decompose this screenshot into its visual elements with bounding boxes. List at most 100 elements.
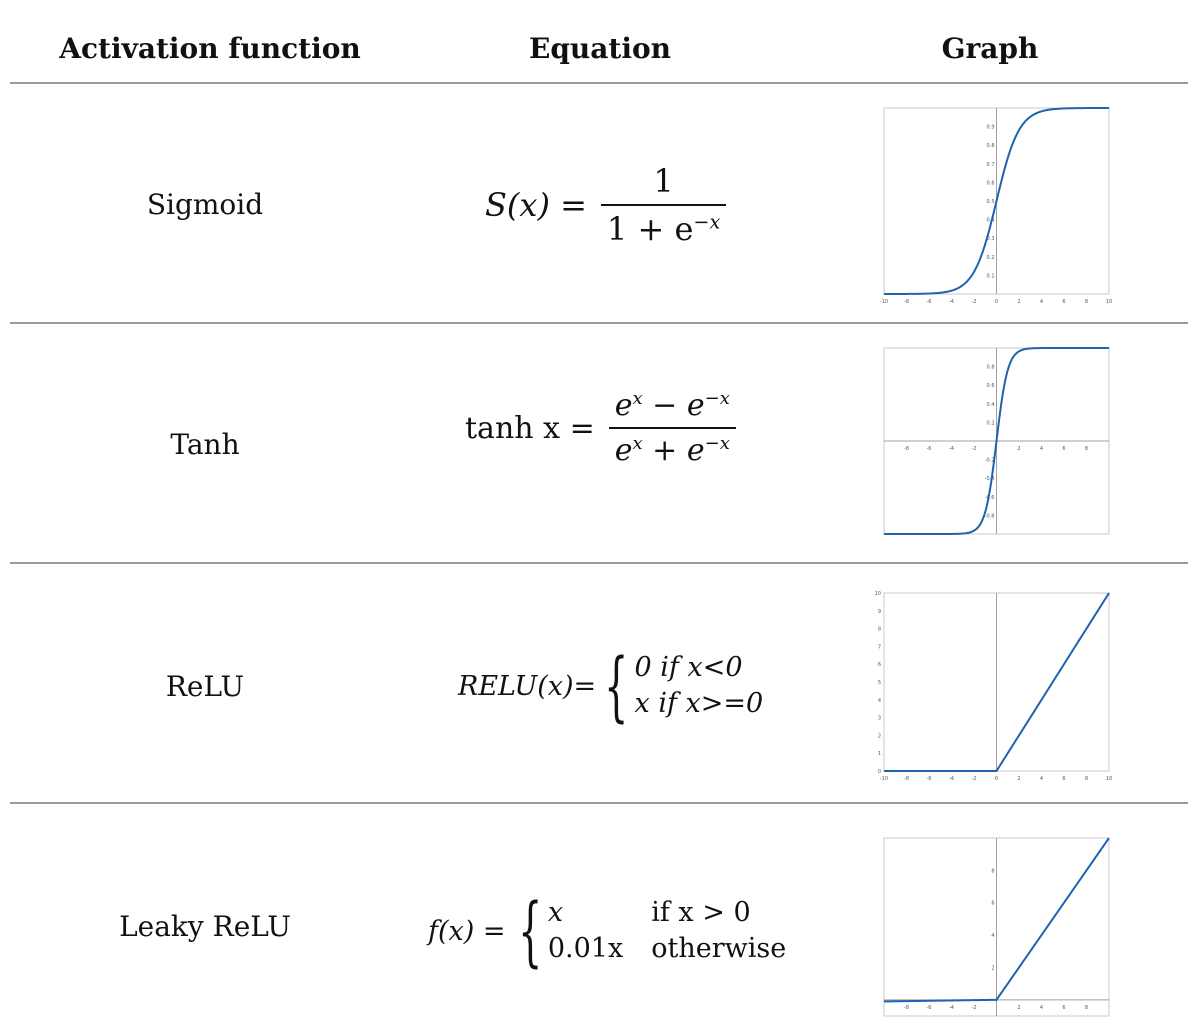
- x-tick-label: 6: [1062, 446, 1065, 452]
- row-name-sigmoid: Sigmoid: [146, 188, 264, 221]
- y-tick-label: 5: [878, 680, 881, 686]
- x-tick-label: 2: [1017, 299, 1020, 305]
- equation-case-2-condition: otherwise: [651, 933, 787, 964]
- x-tick-label: -8: [904, 1005, 909, 1011]
- y-tick-label: 4: [991, 933, 994, 939]
- x-tick-label: 6: [1062, 299, 1065, 305]
- equation-lhs: tanh x =: [465, 410, 595, 446]
- y-tick-label: 0.7: [987, 162, 995, 168]
- y-tick-label: -0.4: [985, 476, 995, 482]
- y-tick-label: 0.8: [987, 365, 995, 371]
- x-tick-label: 2: [1017, 1005, 1020, 1011]
- brace: {: [604, 641, 629, 730]
- x-tick-label: 0: [995, 299, 998, 305]
- y-tick-label: 0.1: [987, 273, 995, 279]
- header-activation-function: Activation function: [59, 32, 361, 65]
- series-line: [884, 347, 1109, 535]
- x-tick-label: 4: [1040, 1005, 1043, 1011]
- x-tick-label: -6: [927, 776, 932, 782]
- equation-numerator: ex − e−x: [614, 388, 730, 423]
- y-tick-label: 2: [991, 965, 994, 971]
- row-divider: [10, 562, 1188, 564]
- y-tick-label: 0.5: [987, 199, 995, 205]
- y-tick-label: 0.4: [987, 218, 995, 224]
- y-tick-label: 2: [878, 733, 881, 739]
- x-tick-label: 2: [1017, 446, 1020, 452]
- y-tick-label: -0.8: [985, 513, 995, 519]
- equation-leaky-relu: f(x) = { x if x > 0 0.01x otherwise: [428, 893, 786, 969]
- series-line: [884, 107, 1109, 295]
- x-tick-label: 6: [1062, 776, 1065, 782]
- x-tick-label: -6: [927, 1005, 932, 1011]
- equation-tanh: tanh x = ex − e−x ex + e−x: [465, 388, 736, 468]
- x-tick-label: -4: [949, 1005, 954, 1011]
- x-tick-label: -6: [927, 446, 932, 452]
- series-line: [884, 592, 1110, 772]
- y-tick-label: 0.6: [987, 180, 995, 186]
- y-tick-label: 6: [991, 901, 994, 907]
- x-tick-label: -2: [972, 776, 977, 782]
- graph-leaky-relu: -8 -6 -4 -2 2 4 6 8 2 4 6 8: [883, 837, 1110, 1017]
- x-tick-label: -8: [904, 446, 909, 452]
- x-tick-label: -6: [927, 299, 932, 305]
- equation-case-1: 0 if x<0: [634, 652, 743, 683]
- x-tick-label: -4: [949, 446, 954, 452]
- header-equation: Equation: [528, 32, 672, 65]
- row-divider: [10, 322, 1188, 324]
- x-tick-label: 6: [1062, 1005, 1065, 1011]
- brace: {: [517, 886, 542, 975]
- equation-numerator: 1: [653, 162, 674, 200]
- equation-case-2: x if x>=0: [634, 688, 764, 719]
- y-tick-label: 0.4: [987, 402, 995, 408]
- y-tick-label: -0.2: [985, 458, 995, 464]
- graph-relu: -10 -8 -6 -4 -2 0 2 4 6 8 10 0 1 2 3 4 5 6 7 8 9 10: [875, 591, 1113, 782]
- y-tick-label: 0.2: [987, 255, 995, 261]
- x-tick-label: 10: [1106, 299, 1112, 305]
- equation-case-1-value: x: [547, 897, 564, 928]
- x-tick-label: 10: [1106, 776, 1112, 782]
- equation-denominator: ex + e−x: [614, 433, 730, 468]
- equation-lhs: RELU(x)=: [458, 670, 597, 702]
- graph-tanh: -8 -6 -4 -2 2 4 6 8 -0.8 -0.6 -0.4 -0.2 0.2 0.4 0.6 0.8: [883, 347, 1110, 535]
- row-name-relu: ReLU: [165, 670, 245, 703]
- y-tick-label: 0.2: [987, 420, 995, 426]
- x-tick-label: 8: [1085, 1005, 1088, 1011]
- x-tick-label: -2: [972, 1005, 977, 1011]
- y-tick-label: 1: [878, 751, 881, 757]
- x-tick-label: 0: [995, 776, 998, 782]
- y-tick-label: 6: [878, 662, 881, 668]
- x-tick-label: -4: [949, 299, 954, 305]
- y-tick-label: 8: [878, 627, 881, 633]
- equation-case-1-condition: if x > 0: [651, 897, 751, 928]
- series-line: [883, 837, 1110, 1003]
- equation-relu: RELU(x)= { 0 if x<0 x if x>=0: [458, 648, 763, 724]
- y-tick-label: 0.3: [987, 236, 995, 242]
- x-tick-label: 8: [1085, 446, 1088, 452]
- x-tick-label: 4: [1040, 446, 1043, 452]
- y-tick-label: 0.6: [987, 383, 995, 389]
- y-tick-label: 9: [878, 609, 881, 615]
- x-tick-label: 8: [1085, 776, 1088, 782]
- x-tick-label: -8: [904, 299, 909, 305]
- y-tick-label: 8: [991, 868, 994, 874]
- equation-lhs: S(x) =: [485, 186, 587, 224]
- row-name-leaky-relu: Leaky ReLU: [119, 910, 291, 943]
- x-tick-label: 4: [1040, 299, 1043, 305]
- x-tick-label: -4: [949, 776, 954, 782]
- equation-lhs: f(x) =: [428, 915, 506, 947]
- equation-sigmoid: S(x) = 1 1 + e−x: [485, 162, 727, 248]
- x-tick-label: 2: [1017, 776, 1020, 782]
- y-tick-label: 3: [878, 716, 881, 722]
- row-name-tanh: Tanh: [170, 428, 240, 461]
- x-tick-label: 8: [1085, 299, 1088, 305]
- equation-denominator: 1 + e−x: [606, 210, 721, 248]
- y-tick-label: 0.9: [987, 125, 995, 131]
- equation-case-2-value: 0.01x: [547, 933, 624, 964]
- x-tick-label: -2: [972, 446, 977, 452]
- x-tick-label: -2: [972, 299, 977, 305]
- header-divider: [10, 82, 1188, 84]
- y-tick-label: 4: [878, 698, 881, 704]
- y-tick-label: 7: [878, 644, 881, 650]
- y-tick-label: 0.8: [987, 143, 995, 149]
- x-tick-label: -10: [880, 776, 888, 782]
